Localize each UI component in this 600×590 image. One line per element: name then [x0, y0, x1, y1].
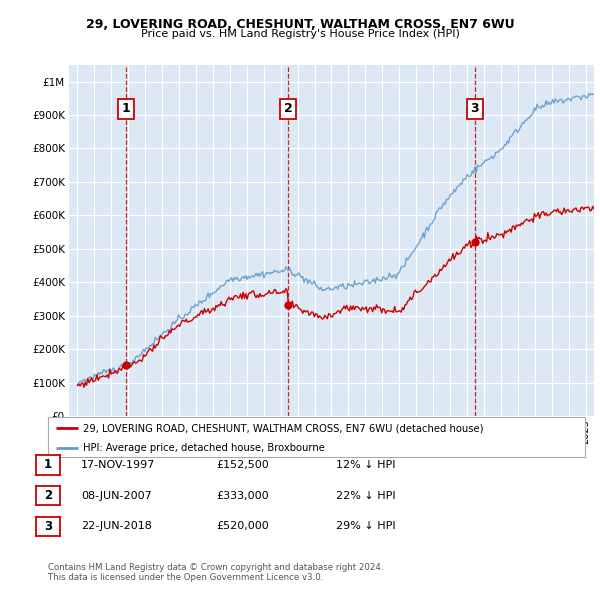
Text: £152,500: £152,500 [216, 460, 269, 470]
Text: 22-JUN-2018: 22-JUN-2018 [81, 522, 152, 531]
Text: £333,000: £333,000 [216, 491, 269, 500]
Text: This data is licensed under the Open Government Licence v3.0.: This data is licensed under the Open Gov… [48, 573, 323, 582]
Text: £520,000: £520,000 [216, 522, 269, 531]
Text: 2: 2 [284, 102, 293, 115]
Text: Price paid vs. HM Land Registry's House Price Index (HPI): Price paid vs. HM Land Registry's House … [140, 29, 460, 39]
Text: 29, LOVERING ROAD, CHESHUNT, WALTHAM CROSS, EN7 6WU: 29, LOVERING ROAD, CHESHUNT, WALTHAM CRO… [86, 18, 514, 31]
Text: Contains HM Land Registry data © Crown copyright and database right 2024.: Contains HM Land Registry data © Crown c… [48, 563, 383, 572]
Text: 1: 1 [122, 102, 131, 115]
Text: 3: 3 [44, 520, 52, 533]
Text: 2: 2 [44, 489, 52, 502]
Text: 3: 3 [470, 102, 479, 115]
Text: 22% ↓ HPI: 22% ↓ HPI [336, 491, 395, 500]
Text: 17-NOV-1997: 17-NOV-1997 [81, 460, 155, 470]
Text: HPI: Average price, detached house, Broxbourne: HPI: Average price, detached house, Brox… [83, 444, 325, 454]
Text: 08-JUN-2007: 08-JUN-2007 [81, 491, 152, 500]
Text: 12% ↓ HPI: 12% ↓ HPI [336, 460, 395, 470]
Text: 29% ↓ HPI: 29% ↓ HPI [336, 522, 395, 531]
Text: 29, LOVERING ROAD, CHESHUNT, WALTHAM CROSS, EN7 6WU (detached house): 29, LOVERING ROAD, CHESHUNT, WALTHAM CRO… [83, 424, 484, 434]
Text: 1: 1 [44, 458, 52, 471]
